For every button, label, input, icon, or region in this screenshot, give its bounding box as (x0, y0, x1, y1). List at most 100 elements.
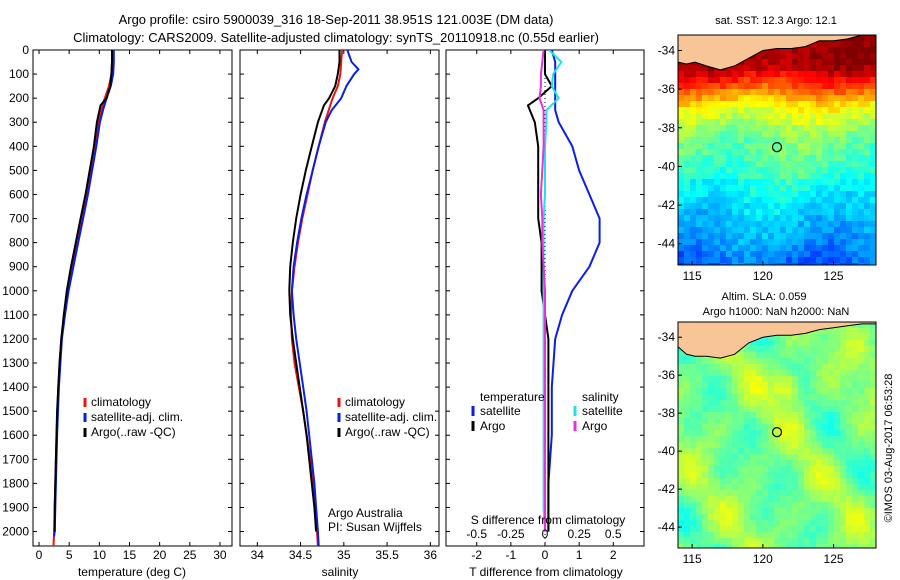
field-cell (852, 41, 859, 48)
field-cell (708, 400, 715, 407)
field-cell (834, 65, 841, 72)
field-cell (840, 370, 847, 377)
field-cell (792, 358, 799, 365)
field-cell (768, 388, 775, 395)
field-cell (678, 442, 685, 449)
map-y-tick-label: -42 (658, 482, 676, 496)
field-cell (864, 430, 871, 437)
field-cell (822, 173, 829, 180)
y-tick-label: 800 (9, 236, 29, 250)
field-cell (714, 484, 721, 491)
field-cell (720, 466, 727, 473)
field-cell (834, 71, 841, 78)
field-cell (828, 53, 835, 60)
field-cell (726, 119, 733, 126)
field-cell (786, 107, 793, 114)
field-cell (774, 418, 781, 425)
field-cell (828, 400, 835, 407)
field-cell (804, 107, 811, 114)
field-cell (762, 448, 769, 455)
field-cell (726, 203, 733, 210)
field-cell (870, 233, 876, 240)
field-cell (858, 53, 865, 60)
field-cell (762, 107, 769, 114)
field-cell (756, 520, 763, 527)
field-cell (780, 47, 787, 54)
field-cell (762, 520, 769, 527)
field-cell (720, 388, 727, 395)
field-cell (714, 143, 721, 150)
field-cell (702, 197, 709, 204)
field-cell (816, 47, 823, 54)
field-cell (792, 472, 799, 479)
field-cell (792, 89, 799, 96)
field-cell (864, 496, 871, 503)
field-cell (762, 131, 769, 138)
field-cell (852, 125, 859, 132)
field-cell (750, 448, 757, 455)
field-cell (846, 95, 853, 102)
field-cell (702, 466, 709, 473)
field-cell (828, 107, 835, 114)
field-cell (702, 448, 709, 455)
field-cell (726, 454, 733, 461)
field-cell (792, 412, 799, 419)
field-cell (720, 137, 727, 144)
field-cell (756, 239, 763, 246)
field-cell (696, 83, 703, 90)
field-cell (702, 490, 709, 497)
field-cell (810, 418, 817, 425)
field-cell (852, 436, 859, 443)
field-cell (804, 472, 811, 479)
field-cell (732, 143, 739, 150)
field-cell (696, 484, 703, 491)
field-cell (708, 257, 715, 264)
field-cell (750, 125, 757, 132)
field-cell (732, 400, 739, 407)
field-cell (810, 113, 817, 120)
field-cell (720, 478, 727, 485)
field-cell (846, 532, 853, 539)
field-cell (792, 59, 799, 66)
field-cell (858, 526, 865, 533)
field-cell (810, 370, 817, 377)
field-cell (768, 173, 775, 180)
x-tick-label: 34 (251, 548, 265, 562)
field-cell (714, 514, 721, 521)
field-cell (726, 83, 733, 90)
field-cell (744, 388, 751, 395)
field-cell (774, 502, 781, 509)
field-cell (720, 71, 727, 78)
field-cell (702, 418, 709, 425)
field-cell (690, 83, 697, 90)
field-cell (798, 370, 805, 377)
field-cell (726, 77, 733, 84)
field-cell (804, 364, 811, 371)
temperature-panel: 0100200300400500600700800900100011001200… (2, 43, 233, 579)
field-cell (678, 466, 685, 473)
field-cell (708, 191, 715, 198)
field-cell (756, 370, 763, 377)
field-cell (762, 400, 769, 407)
field-cell (786, 143, 793, 150)
field-cell (840, 245, 847, 252)
field-cell (828, 77, 835, 84)
field-cell (798, 101, 805, 108)
field-cell (732, 167, 739, 174)
field-cell (840, 179, 847, 186)
field-cell (756, 65, 763, 72)
field-cell (690, 496, 697, 503)
field-cell (756, 478, 763, 485)
field-cell (846, 149, 853, 156)
field-cell (744, 448, 751, 455)
field-cell (690, 538, 697, 545)
field-cell (744, 376, 751, 383)
field-cell (696, 77, 703, 84)
field-cell (834, 47, 841, 54)
field-cell (816, 502, 823, 509)
field-cell (834, 191, 841, 198)
field-cell (846, 352, 853, 359)
field-cell (690, 197, 697, 204)
field-cell (774, 532, 781, 539)
field-cell (804, 95, 811, 102)
